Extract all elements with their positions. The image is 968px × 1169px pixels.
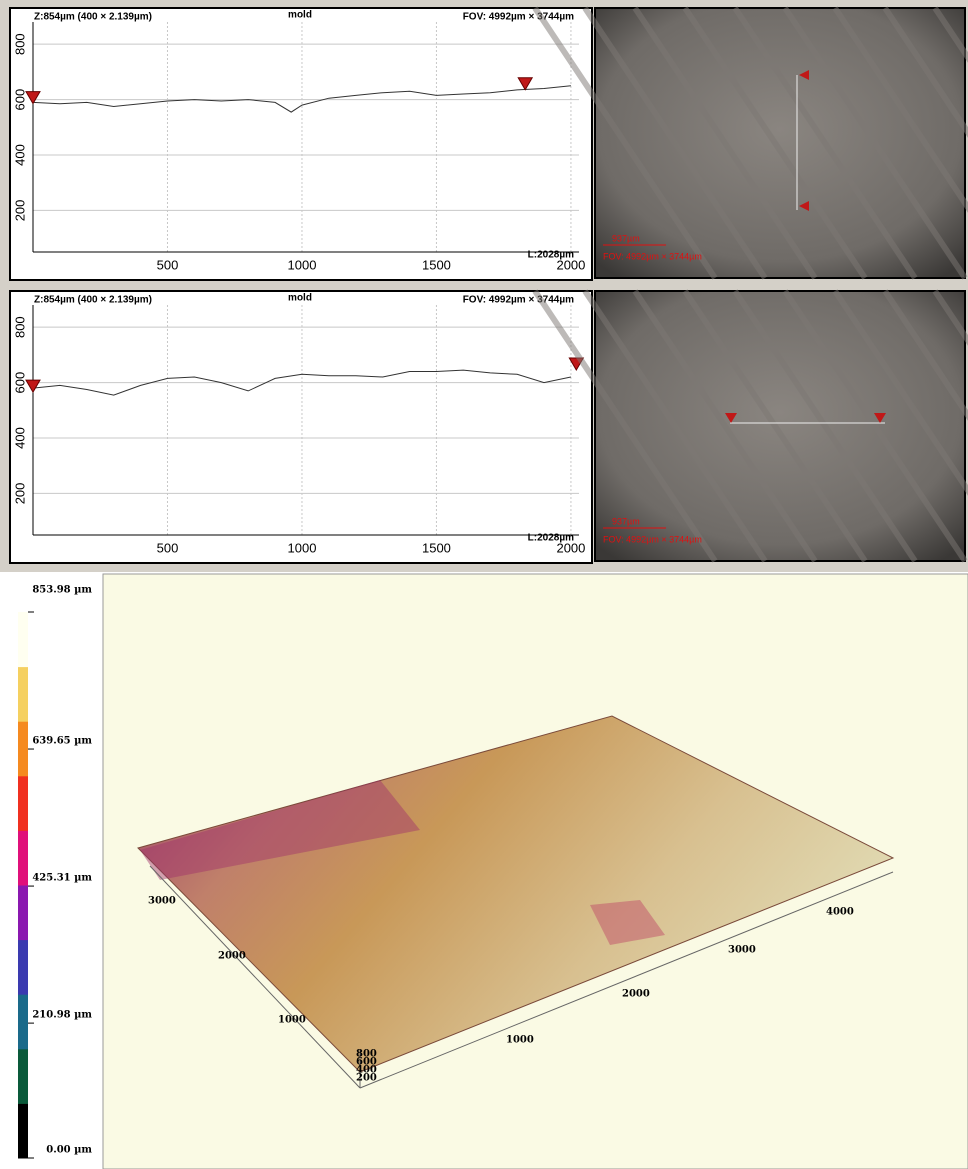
fov-label: FOV: 4992µm × 3744µm — [603, 251, 702, 261]
colorbar-segment — [18, 667, 28, 722]
y-tick-label: 200 — [12, 483, 27, 505]
colorbar-segment — [18, 830, 28, 885]
colorbar-segment — [18, 1103, 28, 1158]
y-tick-label: 400 — [12, 427, 27, 449]
surface-y-tick: 1000 — [278, 1015, 306, 1026]
length-label: L:2028µm — [528, 250, 574, 261]
colorbar-label: 210.98 µm — [32, 1010, 92, 1021]
surface-x-tick: 3000 — [728, 945, 756, 956]
header-left: Z:854µm (400 × 2.139µm) — [34, 295, 152, 306]
y-tick-label: 800 — [12, 33, 27, 55]
x-tick-label: 500 — [157, 257, 179, 272]
chart-panel — [10, 8, 592, 280]
y-tick-label: 600 — [12, 89, 27, 111]
colorbar-label: 853.98 µm — [32, 585, 92, 596]
x-tick-label: 500 — [157, 540, 179, 555]
x-tick-label: 1500 — [422, 257, 451, 272]
chart-panel — [10, 291, 592, 563]
y-tick-label: 200 — [12, 200, 27, 222]
header-left: Z:854µm (400 × 2.139µm) — [34, 12, 152, 23]
scale-label: 937µm — [612, 233, 640, 243]
surface-x-tick: 4000 — [826, 907, 854, 918]
colorbar-label: 0.00 µm — [46, 1145, 92, 1156]
x-tick-label: 1500 — [422, 540, 451, 555]
x-tick-label: 1000 — [288, 540, 317, 555]
colorbar-label: 639.65 µm — [32, 736, 92, 747]
length-label: L:2028µm — [528, 533, 574, 544]
colorbar-segment — [18, 721, 28, 776]
colorbar-segment — [18, 940, 28, 995]
header-right: FOV: 4992µm × 3744µm — [463, 12, 574, 23]
chart-title: mold — [288, 293, 312, 304]
surface-y-tick: 3000 — [148, 896, 176, 907]
scale-label: 937µm — [612, 516, 640, 526]
x-tick-label: 1000 — [288, 257, 317, 272]
fov-label: FOV: 4992µm × 3744µm — [603, 534, 702, 544]
y-tick-label: 400 — [12, 144, 27, 166]
colorbar-segment — [18, 885, 28, 940]
colorbar-segment — [18, 776, 28, 831]
y-tick-label: 600 — [12, 372, 27, 394]
colorbar-segment — [18, 1049, 28, 1104]
colorbar-label: 425.31 µm — [32, 873, 92, 884]
screen: Z:854µm (400 × 2.139µm) mold FOV: 4992µm ×… — [0, 0, 968, 1169]
surface-y-tick: 2000 — [218, 951, 246, 962]
colorbar-segment — [18, 994, 28, 1049]
chart-title: mold — [288, 10, 312, 21]
surface-x-tick: 1000 — [506, 1035, 534, 1046]
y-tick-label: 800 — [12, 316, 27, 338]
colorbar-segment — [18, 612, 28, 667]
surface-z-tick: 200 — [356, 1073, 377, 1084]
header-right: FOV: 4992µm × 3744µm — [463, 295, 574, 306]
surface-x-tick: 2000 — [622, 989, 650, 1000]
